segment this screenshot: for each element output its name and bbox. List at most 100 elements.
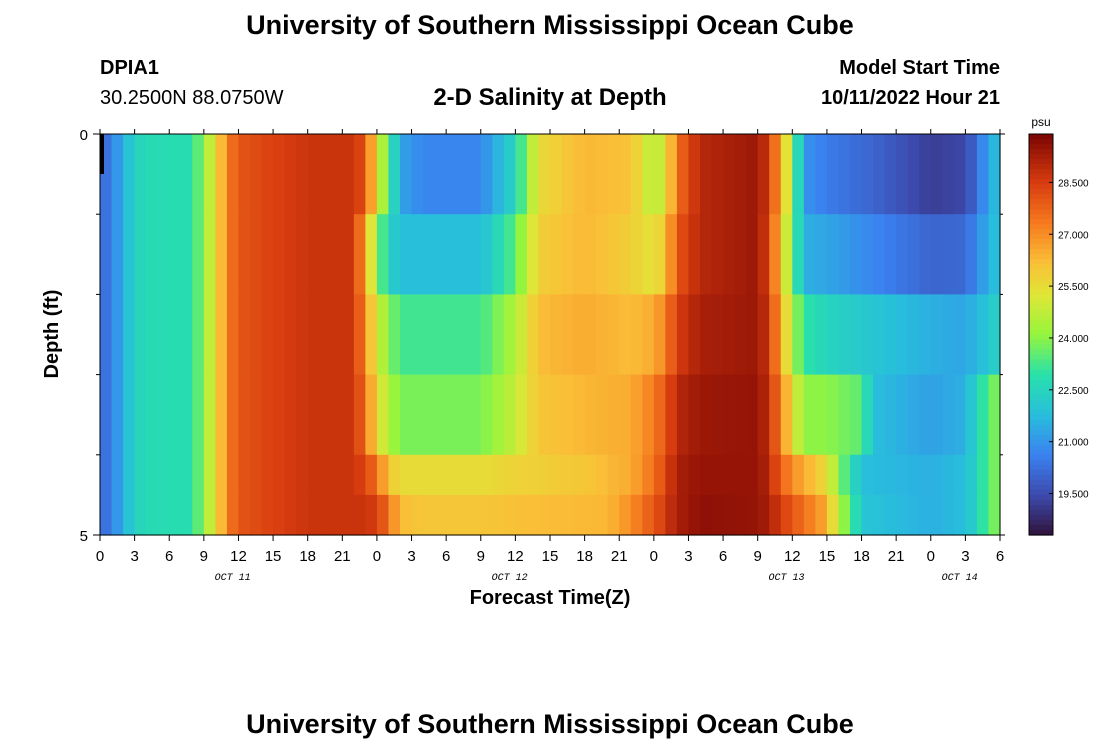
colorbar-swatch (1029, 319, 1053, 326)
heatmap-cell (319, 454, 332, 496)
heatmap-cell (780, 214, 793, 295)
colorbar-swatch (1029, 519, 1053, 526)
heatmap-cell (526, 214, 540, 295)
heatmap-cell (515, 214, 528, 295)
heatmap-cell (180, 214, 193, 295)
heatmap-cell (134, 454, 147, 496)
heatmap-cell (400, 494, 413, 536)
x-tick-label: 0 (650, 548, 658, 565)
heatmap-cell (965, 494, 978, 536)
heatmap-cell (457, 494, 470, 536)
heatmap-cell (596, 134, 609, 215)
colorbar-swatch (1029, 379, 1053, 386)
heatmap-cell (861, 134, 874, 215)
heatmap-cell (503, 294, 516, 376)
heatmap-cell (873, 494, 886, 536)
heatmap-cell (919, 294, 932, 376)
heatmap-cell (884, 494, 897, 536)
heatmap-cell (457, 374, 470, 456)
heatmap-cell (815, 374, 828, 456)
x-tick-label: 6 (442, 548, 450, 565)
heatmap-cell (930, 134, 943, 215)
colorbar-swatch (1029, 139, 1053, 145)
heatmap-cell (676, 454, 690, 496)
heatmap-cell (169, 454, 182, 496)
heatmap-cell (734, 134, 747, 215)
heatmap-cell (746, 494, 759, 536)
heatmap-cell (411, 374, 424, 456)
x-tick-label: 12 (784, 548, 801, 565)
heatmap-cell (480, 214, 493, 295)
heatmap-cell (296, 214, 309, 295)
heatmap-cell (665, 494, 678, 536)
heatmap-cell (919, 494, 932, 536)
heatmap-cell (757, 214, 770, 295)
heatmap-cell (307, 294, 320, 376)
colorbar-swatch (1029, 529, 1053, 536)
heatmap-cell (250, 294, 263, 376)
heatmap-cell (757, 294, 770, 376)
heatmap-cell (826, 294, 840, 376)
heatmap-cell (976, 454, 990, 496)
heatmap-cell (826, 494, 840, 536)
heatmap-cell (400, 454, 413, 496)
heatmap-cell (503, 214, 516, 295)
heatmap-cell (769, 134, 782, 215)
heatmap-cell (988, 134, 1001, 215)
x-tick-label: 3 (961, 548, 969, 565)
heatmap-cell (538, 294, 551, 376)
heatmap-cell (711, 214, 724, 295)
heatmap-cell (423, 454, 436, 496)
heatmap-cell (746, 454, 759, 496)
colorbar-swatch (1029, 244, 1053, 250)
heatmap-cell (942, 214, 955, 295)
heatmap-cell (319, 214, 332, 295)
x-tick-label: 12 (507, 548, 524, 565)
heatmap-cell (376, 214, 390, 295)
heatmap-cell (203, 454, 216, 496)
heatmap-cell (757, 374, 770, 456)
heatmap-cell (942, 294, 955, 376)
heatmap-cell (976, 134, 990, 215)
heatmap-cell (803, 494, 816, 536)
heatmap-cell (930, 454, 943, 496)
heatmap-cell (203, 294, 216, 376)
heatmap-cell (953, 494, 966, 536)
heatmap-cell (550, 494, 563, 536)
model-start-label: Model Start Time (839, 57, 1000, 79)
heatmap-cell (607, 374, 620, 456)
heatmap-cell (446, 454, 459, 496)
colorbar-swatch (1029, 254, 1053, 260)
heatmap-cell (111, 454, 124, 496)
heatmap-cell (423, 214, 436, 295)
colorbar-swatch (1029, 374, 1053, 381)
date-label: OCT 11 (215, 573, 251, 584)
heatmap-cell (434, 294, 447, 376)
heatmap-cell (734, 374, 747, 456)
colorbar-swatch (1029, 514, 1053, 521)
heatmap-cell (157, 134, 170, 215)
heatmap-cell (111, 214, 124, 295)
colorbar-swatch (1029, 499, 1053, 506)
heatmap-cell (573, 214, 586, 295)
heatmap-cell (192, 294, 205, 376)
heatmap-cell (688, 374, 701, 456)
heatmap-cell (584, 494, 597, 536)
colorbar-swatch (1029, 324, 1053, 331)
heatmap-cell (388, 374, 401, 456)
heatmap-cell (353, 294, 366, 376)
heatmap-cell (446, 374, 459, 456)
heatmap-cell (988, 494, 1001, 536)
heatmap-cell (226, 134, 240, 215)
heatmap-cell (492, 214, 505, 295)
heatmap-cell (238, 374, 251, 456)
heatmap-cell (434, 494, 447, 536)
heatmap-cell (469, 294, 482, 376)
heatmap-cells (100, 134, 1001, 536)
heatmap-cell (157, 454, 170, 496)
heatmap-cell (134, 294, 147, 376)
heatmap-cell (192, 374, 205, 456)
colorbar-swatch (1029, 229, 1053, 235)
heatmap-cell (723, 214, 736, 295)
heatmap-cell (769, 294, 782, 376)
